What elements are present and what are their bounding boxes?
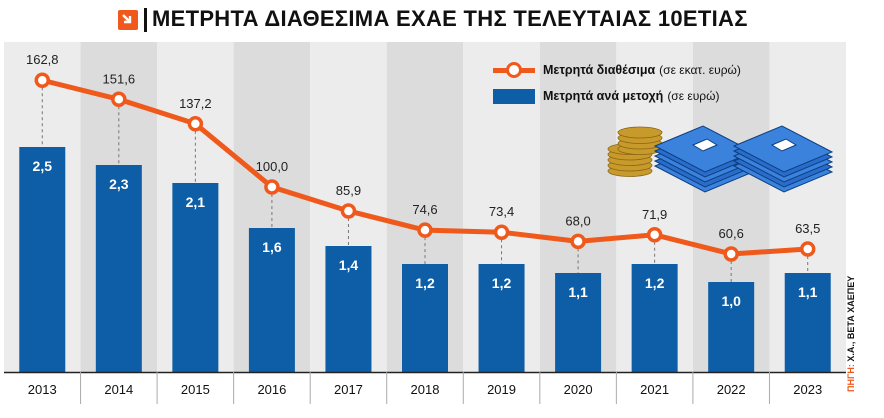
- legend-line-marker: [493, 60, 535, 80]
- chart-title: ΜΕΤΡΗΤΑ ΔΙΑΘΕΣΙΜΑ ΕΧΑΕ ΤΗΣ ΤΕΛΕΥΤΑΙΑΣ 10…: [152, 6, 748, 31]
- title-separator: [144, 8, 147, 32]
- legend: Μετρητά διαθέσιμα (σε εκατ. ευρώ) Μετρητ…: [493, 56, 753, 112]
- line-point: [417, 222, 433, 238]
- legend-line-name: Μετρητά διαθέσιμα: [543, 63, 656, 77]
- bar-value-label: 2,1: [186, 194, 206, 210]
- bar: [402, 264, 448, 372]
- x-tick-label: 2020: [564, 382, 593, 397]
- bar: [784, 273, 831, 372]
- x-tick-label: 2019: [487, 382, 516, 397]
- bar: [555, 273, 602, 372]
- bar-value-label: 1,2: [415, 275, 435, 291]
- bar-value-label: 2,3: [109, 176, 129, 192]
- line-value-label: 63,5: [795, 221, 820, 236]
- line-value-label: 162,8: [26, 52, 59, 67]
- line-point: [570, 233, 586, 250]
- banknote-band-icon: [770, 138, 798, 152]
- line-point: [493, 224, 510, 240]
- coin-icon: [617, 126, 663, 139]
- bar: [248, 228, 295, 372]
- bar-value-label: 1,4: [339, 257, 359, 273]
- line-value-label: 68,0: [565, 213, 590, 228]
- bar-value-label: 1,2: [492, 275, 512, 291]
- bar-value-label: 1,1: [568, 284, 588, 300]
- x-tick-label: 2014: [104, 382, 133, 397]
- bar-value-label: 2,5: [33, 158, 53, 174]
- source-text: Χ.Α., ΒΕΤΑ ΧΑΕΠΕΥ: [846, 275, 856, 362]
- x-tick-label: 2022: [717, 382, 746, 397]
- line-point: [646, 227, 663, 243]
- line-point: [799, 241, 816, 257]
- line-value-label: 151,6: [103, 71, 136, 86]
- legend-bar-name: Μετρητά ανά μετοχή: [543, 89, 664, 103]
- line-point: [111, 91, 127, 108]
- line-value-label: 71,9: [642, 207, 667, 222]
- legend-item-line: Μετρητά διαθέσιμα (σε εκατ. ευρώ): [493, 60, 741, 80]
- title-bar: ΜΕΤΡΗΤΑ ΔΙΑΘΕΣΙΜΑ ΕΧΑΕ ΤΗΣ ΤΕΛΕΥΤΑΙΑΣ 10…: [0, 0, 884, 36]
- legend-bar-unit: (σε ευρώ): [667, 89, 720, 103]
- legend-item-bar: Μετρητά ανά μετοχή (σε ευρώ): [493, 86, 720, 106]
- bar-value-label: 1,6: [262, 239, 282, 255]
- x-tick-label: 2013: [28, 382, 57, 397]
- line-point: [264, 179, 280, 195]
- bar: [631, 264, 678, 372]
- bar: [325, 246, 372, 372]
- line-value-label: 85,9: [336, 183, 361, 198]
- x-tick-label: 2021: [640, 382, 669, 397]
- bar: [19, 147, 66, 372]
- bar-value-label: 1,1: [798, 284, 818, 300]
- line-point: [723, 246, 739, 262]
- x-tick-label: 2018: [411, 382, 440, 397]
- bar: [708, 282, 755, 372]
- x-tick-label: 2015: [181, 382, 210, 397]
- line-value-label: 74,6: [412, 202, 437, 217]
- line-point: [34, 72, 51, 88]
- source-label: ΠΗΓΗ:: [846, 364, 856, 392]
- line-point: [187, 116, 204, 132]
- line-value-label: 60,6: [719, 226, 744, 241]
- x-tick-label: 2023: [793, 382, 822, 397]
- line-value-label: 137,2: [179, 96, 212, 111]
- banknote-band-icon: [691, 138, 719, 152]
- legend-line-unit: (σε εκατ. ευρώ): [659, 63, 741, 77]
- x-tick-label: 2017: [334, 382, 363, 397]
- bar: [172, 183, 219, 372]
- bar: [95, 165, 142, 372]
- legend-bar-swatch: [493, 88, 535, 104]
- line-value-label: 73,4: [489, 204, 514, 219]
- x-tick-label: 2016: [257, 382, 286, 397]
- bar-value-label: 1,0: [721, 293, 741, 309]
- line-point: [340, 203, 357, 219]
- arrow-icon: [118, 10, 138, 30]
- axis-band: [4, 372, 846, 418]
- line-value-label: 100,0: [256, 159, 289, 174]
- source-note: ΠΗΓΗ: Χ.Α., ΒΕΤΑ ΧΑΕΠΕΥ: [846, 276, 856, 392]
- bar: [478, 264, 525, 372]
- bar-value-label: 1,2: [645, 275, 665, 291]
